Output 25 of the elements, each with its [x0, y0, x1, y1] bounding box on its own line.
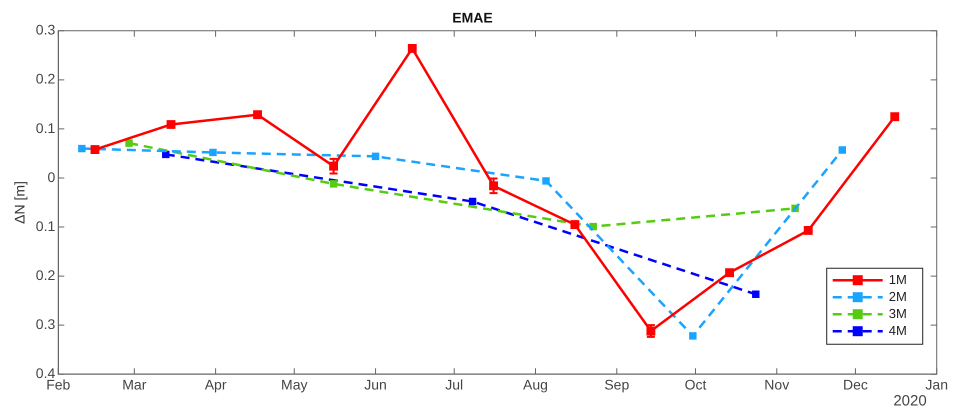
x-tick-label: Aug — [523, 376, 548, 392]
text: 2020 — [893, 392, 927, 410]
y-tick-label: 0.1 — [36, 120, 56, 136]
y-tick-label: 0 — [47, 168, 56, 185]
y-axis-title: ΔN [m] — [11, 181, 28, 224]
x-tick-label: Jul — [445, 376, 464, 392]
x-tick-label: Apr — [204, 376, 227, 392]
legend-label: 3M — [888, 306, 907, 321]
legend-label: 2M — [888, 288, 907, 304]
chart-title: EMAE — [452, 9, 493, 26]
legend-label: 1M — [888, 272, 907, 287]
x-tick-label: Mar — [122, 376, 147, 392]
x-tick-label: Oct — [684, 376, 706, 392]
x-tick-label: May — [281, 376, 308, 392]
x-tick-label: Jan — [925, 376, 948, 392]
x-tick-label: Jun — [364, 376, 387, 392]
y-tick-label: 0.3 — [36, 22, 56, 38]
y-tick-label: 0.1 — [36, 218, 56, 234]
x-tick-label: Nov — [764, 376, 790, 392]
y-tick-label: 0.2 — [36, 70, 56, 87]
y-tick-label: 0.3 — [36, 316, 56, 332]
x-tick-label: Sep — [604, 376, 630, 392]
y-tick-label: 0.2 — [36, 266, 56, 283]
x-tick-label: Dec — [842, 376, 868, 392]
legend-label: 4M — [888, 322, 907, 338]
